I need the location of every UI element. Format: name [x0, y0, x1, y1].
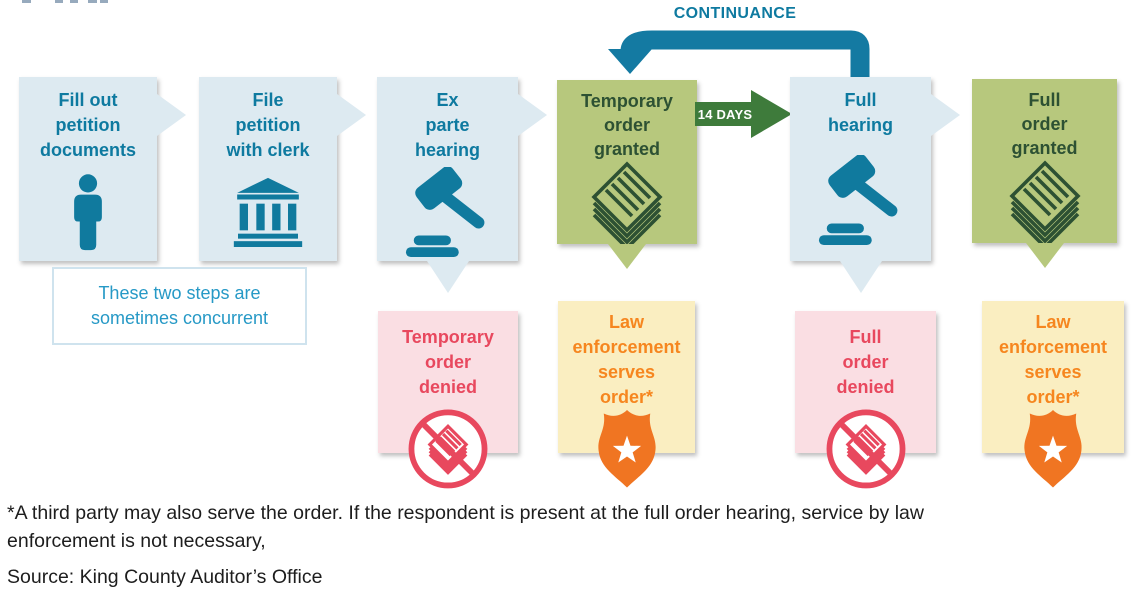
outcome-law-enforcement-serves-order: Law enforcement serves order* [558, 301, 695, 453]
clipped-text-fragment [100, 0, 108, 3]
person-icon [70, 173, 106, 251]
step-full-hearing: Full hearing [790, 77, 960, 261]
outcome-temporary-order-denied: Temporary order denied [378, 311, 518, 453]
step-label: Ex parte hearing [414, 90, 480, 160]
courthouse-icon [228, 177, 308, 247]
step-label: Temporary order granted [581, 91, 673, 159]
clipped-text-fragment [22, 0, 31, 3]
continuance-arrow-icon [608, 30, 870, 78]
step-label: Full hearing [827, 90, 893, 135]
clipped-text-fragment [55, 0, 63, 3]
fourteen-days-arrow-icon [695, 90, 792, 138]
footnote-text: *A third party may also serve the order.… [7, 502, 924, 552]
concurrent-note: These two steps are sometimes concurrent [52, 267, 307, 345]
step-fill-out-petition: Fill out petition documents [19, 77, 186, 261]
step-label: Full order granted [1011, 90, 1078, 158]
outcome-label: Temporary order denied [402, 327, 494, 397]
continuance-label: CONTINUANCE [673, 5, 797, 22]
denied-documents-icon [825, 408, 907, 490]
gavel-icon [402, 167, 494, 257]
clipped-text-fragment [88, 0, 97, 3]
step-label: File petition with clerk [226, 90, 310, 160]
source-text: Source: King County Auditor’s Office [7, 566, 323, 588]
police-badge-icon [596, 407, 658, 491]
clipped-text-fragment [70, 0, 78, 3]
step-file-petition: File petition with clerk [199, 77, 366, 261]
interval-label: 14 DAYS [697, 107, 753, 122]
outcome-full-order-denied: Full order denied [795, 311, 936, 453]
police-badge-icon [1022, 407, 1084, 491]
documents-icon [999, 160, 1091, 248]
step-full-order-granted: Full order granted [972, 79, 1117, 243]
outcome-label: Law enforcement serves order* [998, 312, 1108, 407]
denied-documents-icon [407, 408, 489, 490]
outcome-label: Full order denied [836, 327, 895, 397]
step-label: Fill out petition documents [39, 90, 136, 160]
gavel-icon [815, 155, 907, 245]
step-temporary-order-granted: Temporary order granted [557, 80, 697, 244]
outcome-label: Law enforcement serves order* [572, 312, 681, 407]
step-ex-parte-hearing: Ex parte hearing [377, 77, 547, 261]
outcome-law-enforcement-serves-order: Law enforcement serves order* [982, 301, 1124, 453]
documents-icon [581, 161, 673, 249]
